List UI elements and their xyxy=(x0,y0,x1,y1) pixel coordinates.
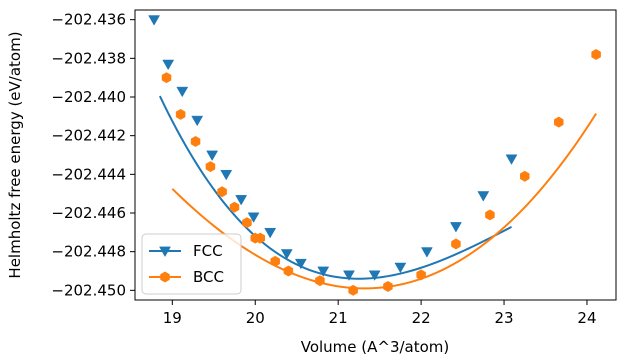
fcc-point xyxy=(294,258,307,270)
bcc-point xyxy=(175,108,186,120)
fcc-point xyxy=(450,222,462,233)
x-tick-label: 23 xyxy=(494,309,513,327)
x-axis-label: Volume (A^3/atom) xyxy=(301,338,450,356)
y-tick-label: −202.448 xyxy=(51,243,126,261)
legend: FCC BCC xyxy=(141,233,242,295)
bcc-point xyxy=(283,265,294,277)
bcc-point xyxy=(383,280,393,292)
y-axis-label: Helmholtz free energy (eV/atom) xyxy=(6,31,24,278)
x-tick-label: 21 xyxy=(329,309,348,327)
fcc-point xyxy=(206,150,219,162)
x-tick-label: 22 xyxy=(412,309,431,327)
fcc-point xyxy=(162,59,175,71)
legend-bcc-marker xyxy=(160,271,170,283)
fcc-point xyxy=(368,270,381,281)
x-tick-label: 20 xyxy=(246,309,265,327)
bcc-point xyxy=(205,161,216,173)
y-tick-label: −202.450 xyxy=(51,281,126,299)
legend-fcc-marker xyxy=(159,246,171,258)
fcc-point xyxy=(235,195,248,206)
fcc-point xyxy=(176,86,189,98)
fcc-point xyxy=(220,169,233,181)
bcc-point xyxy=(451,238,461,250)
fcc-point xyxy=(343,270,355,281)
bcc-point xyxy=(416,269,426,281)
fcc-point xyxy=(247,212,260,223)
x-tick-label: 24 xyxy=(577,309,596,327)
bcc-point xyxy=(485,209,495,221)
y-tick-label: −202.440 xyxy=(51,88,126,106)
legend-fcc-label: FCC xyxy=(193,242,223,260)
bcc-point xyxy=(217,186,227,198)
fcc-point xyxy=(394,262,407,274)
y-tick-label: −202.442 xyxy=(51,127,126,145)
legend-bcc-label: BCC xyxy=(193,268,224,286)
bcc-point xyxy=(270,255,280,267)
x-tick-label: 19 xyxy=(163,309,182,327)
bcc-point xyxy=(348,284,358,296)
bcc-point xyxy=(554,116,564,128)
fcc-point xyxy=(148,15,161,26)
plot-area-frame xyxy=(134,9,617,301)
fcc-fit-line xyxy=(158,95,512,280)
bcc-point xyxy=(242,217,252,229)
y-tick-label: −202.444 xyxy=(51,165,126,183)
bcc-point xyxy=(315,275,325,287)
bcc-point xyxy=(591,48,601,60)
fcc-point xyxy=(477,191,490,202)
fcc-point xyxy=(191,115,204,127)
bcc-point xyxy=(520,170,530,182)
bcc-point xyxy=(161,72,172,84)
fcc-point xyxy=(264,227,277,239)
bcc-point xyxy=(255,232,265,244)
fcc-point xyxy=(280,249,293,260)
fcc-point xyxy=(420,247,433,258)
y-tick-label: −202.438 xyxy=(51,49,126,67)
fcc-point xyxy=(317,266,330,278)
y-tick-label: −202.436 xyxy=(51,11,126,29)
fcc-point xyxy=(505,154,518,165)
bcc-point xyxy=(190,135,201,147)
bcc-point xyxy=(229,201,240,213)
legend-box xyxy=(141,233,242,295)
y-tick-label: −202.446 xyxy=(51,204,126,222)
